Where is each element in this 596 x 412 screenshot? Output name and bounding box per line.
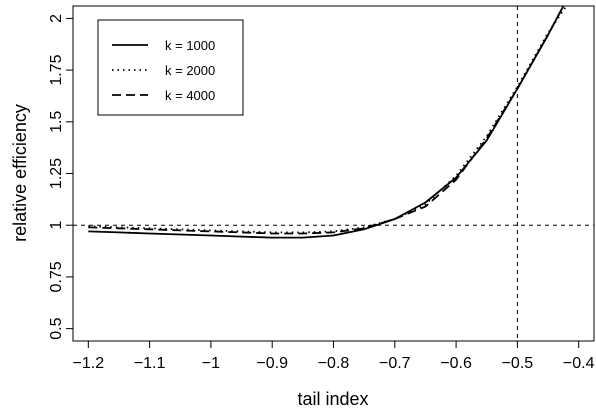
y-tick-label: 1.75 <box>48 54 65 85</box>
y-axis-title: relative efficiency <box>10 104 30 242</box>
legend-label-1: k = 1000 <box>165 38 215 53</box>
legend: k = 1000 k = 2000 k = 4000 <box>97 19 244 116</box>
y-tick-label: 1 <box>48 221 65 230</box>
x-axis: −1.2 −1.1 −1 −0.9 −0.8 −0.7 −0.6 −0.5 −0.4 <box>73 341 595 372</box>
x-tick-label: −1.2 <box>73 355 105 372</box>
legend-label-2: k = 2000 <box>165 63 215 78</box>
series-line-3 <box>88 6 565 235</box>
x-tick-label: −0.4 <box>563 355 595 372</box>
legend-box <box>97 19 244 116</box>
y-tick-label: 2 <box>48 14 65 23</box>
x-tick-label: −0.8 <box>318 355 350 372</box>
x-tick-label: −0.5 <box>502 355 534 372</box>
x-tick-label: −1.1 <box>134 355 166 372</box>
x-axis-title: tail index <box>297 389 368 409</box>
y-tick-label: 0.75 <box>48 261 65 292</box>
reference-lines <box>73 6 594 341</box>
y-tick-label: 0.5 <box>48 317 65 339</box>
x-tick-label: −0.7 <box>379 355 411 372</box>
x-tick-label: −1 <box>202 355 220 372</box>
x-tick-label: −0.6 <box>440 355 472 372</box>
legend-label-3: k = 4000 <box>165 88 215 103</box>
y-tick-label: 1.25 <box>48 158 65 189</box>
x-tick-label: −0.9 <box>256 355 288 372</box>
y-axis: 0.5 0.75 1 1.25 1.5 1.75 2 <box>48 14 73 340</box>
y-tick-label: 1.5 <box>48 111 65 133</box>
series-lines <box>88 6 568 239</box>
